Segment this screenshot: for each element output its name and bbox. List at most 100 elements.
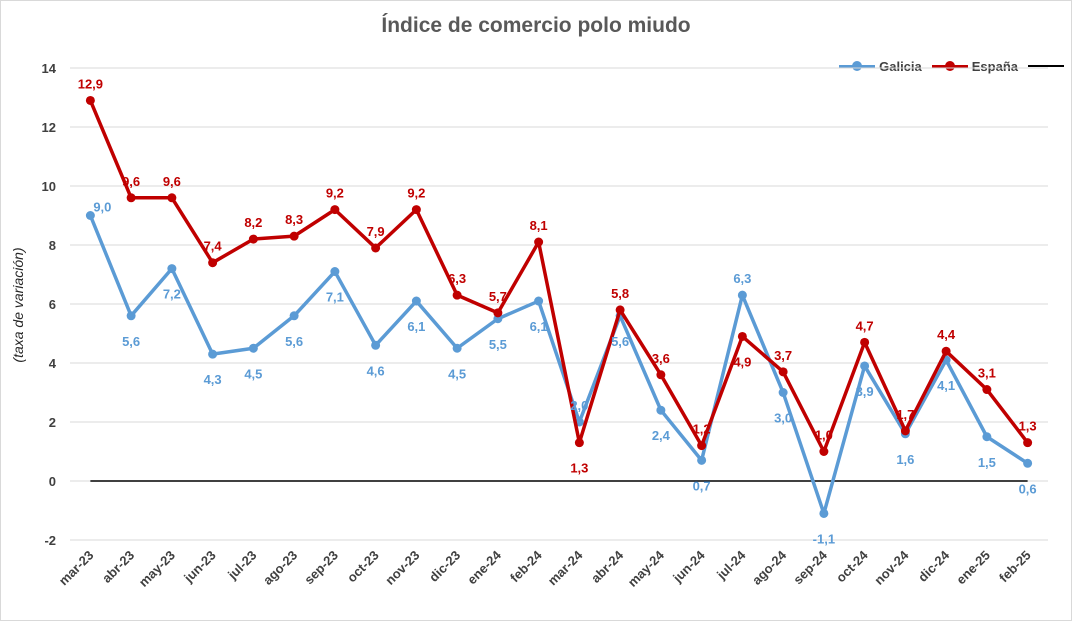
data-point-espana [248,234,258,244]
data-label-galicia: 5,5 [489,337,507,352]
data-point-galicia [860,361,870,371]
y-tick-label: -2 [44,533,56,548]
data-label-galicia: 3,9 [856,384,874,399]
data-label-espana: 4,4 [937,327,956,342]
legend-swatch-galicia [839,60,876,72]
data-point-galicia [819,508,829,518]
data-point-espana [534,237,544,247]
x-tick-label: may-24 [625,547,668,590]
data-point-espana [493,308,503,318]
legend-label-espana: España [971,58,1018,74]
data-point-espana [452,290,462,300]
data-label-espana: 1,0 [815,428,833,443]
data-label-espana: 12,9 [78,76,103,91]
data-label-galicia: 6,3 [733,271,751,286]
data-label-espana: 6,3 [448,271,466,286]
data-point-galicia [452,343,462,353]
data-point-espana [941,346,951,356]
data-label-espana: 8,1 [530,218,548,233]
data-point-espana [900,426,910,436]
legend-swatch-reference [1028,65,1064,67]
x-tick-label: jun-23 [180,548,218,586]
x-tick-label: jul-23 [224,548,259,583]
data-point-galicia [126,311,136,321]
data-label-espana: 3,6 [652,351,670,366]
data-label-espana: 1,3 [570,461,588,476]
data-label-espana: 7,4 [204,239,223,254]
data-label-espana: 9,2 [407,186,425,201]
data-point-galicia [982,432,992,442]
x-tick-label: sep-23 [301,548,341,588]
x-tick-label: jul-24 [713,547,749,583]
x-tick-label: feb-24 [507,547,545,585]
x-tick-label: feb-25 [996,548,1034,586]
data-label-espana: 9,6 [163,174,181,189]
data-label-galicia: 7,2 [163,287,181,302]
data-point-galicia [656,405,666,415]
data-point-espana [208,258,218,268]
data-label-espana: 9,2 [326,186,344,201]
x-tick-label: oct-24 [833,547,871,585]
data-label-espana: 7,9 [367,224,385,239]
x-tick-label: nov-23 [382,548,422,588]
data-label-galicia: 4,1 [937,378,955,393]
data-label-espana: 8,2 [244,215,262,230]
data-point-espana [615,305,625,315]
legend: Galicia España [839,55,1064,77]
x-tick-label: abr-24 [588,547,627,586]
data-label-galicia: 3,0 [774,411,792,426]
data-label-galicia: 2,0 [570,398,588,413]
legend-label-galicia: Galicia [879,58,922,74]
data-point-galicia [697,455,707,465]
data-point-espana [1023,438,1033,448]
data-point-espana [860,337,870,347]
data-label-espana: 3,1 [978,366,996,381]
data-label-galicia: 6,1 [407,319,425,334]
data-point-galicia [289,311,299,321]
data-point-galicia [330,267,340,277]
data-label-espana: 5,8 [611,286,629,301]
data-point-galicia [208,349,218,359]
data-label-galicia: 4,5 [244,366,262,381]
data-label-espana: 3,7 [774,348,792,363]
data-label-espana: 1,7 [896,407,914,422]
data-label-espana: 9,6 [122,174,140,189]
series-line-espana [88,99,1030,454]
data-point-galicia [248,343,258,353]
data-label-espana: 8,3 [285,212,303,227]
data-label-espana: 5,7 [489,289,507,304]
y-tick-label: 2 [49,415,56,430]
data-point-galicia [534,296,544,306]
legend-swatch-espana [931,60,968,72]
data-label-espana: 4,7 [856,318,874,333]
x-tick-label: sep-24 [790,547,830,587]
data-label-espana: 4,9 [733,354,751,369]
data-label-galicia: 6,1 [530,319,548,334]
x-tick-label: ene-24 [464,547,504,587]
data-point-galicia [371,340,381,350]
data-label-galicia: 0,6 [1019,481,1037,496]
data-point-galicia [1023,458,1033,468]
data-point-espana [289,231,299,241]
data-label-galicia: 4,5 [448,366,466,381]
y-tick-label: 10 [42,179,56,194]
data-point-espana [737,331,747,341]
data-label-galicia: -1,1 [813,531,835,546]
y-tick-label: 6 [49,297,56,312]
data-label-galicia: 9,0 [93,200,111,215]
x-tick-label: ene-25 [953,548,993,588]
x-tick-label: ago-24 [749,547,790,588]
data-label-galicia: 1,5 [978,455,996,470]
data-point-espana [697,441,707,451]
x-tick-label: jun-24 [669,547,708,586]
data-point-galicia [167,264,177,274]
y-tick-label: 12 [42,120,56,135]
x-tick-label: ago-23 [260,548,300,588]
data-point-espana [126,193,136,203]
x-tick-label: abr-23 [99,548,137,586]
data-point-espana [778,367,788,377]
data-point-espana [330,205,340,215]
data-point-espana [411,205,421,215]
